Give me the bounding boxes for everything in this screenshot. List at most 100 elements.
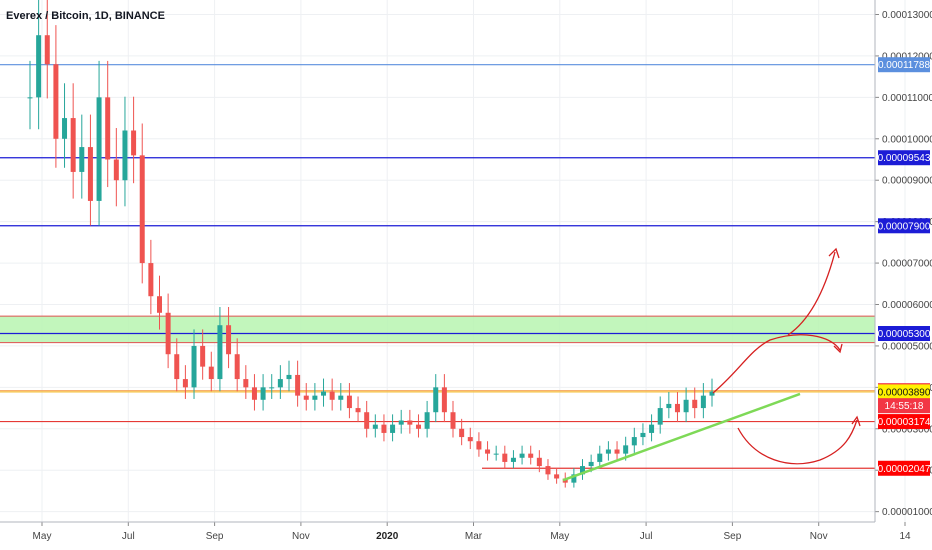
price-label-text: 0.00011788 — [878, 60, 931, 71]
candle-body — [36, 35, 42, 98]
candle-body — [251, 387, 257, 400]
candle-body — [450, 412, 456, 429]
candle-body — [217, 325, 223, 380]
y-tick-label: 0.00006000 — [882, 300, 932, 311]
y-tick-label: 0.00005000 — [882, 341, 932, 352]
candle-body — [208, 366, 214, 380]
y-tick-label: 0.00012000 — [882, 51, 932, 62]
price-label: 0.00007900 — [878, 218, 931, 234]
candles — [27, 0, 715, 488]
candle-body — [364, 412, 370, 429]
x-tick-label: 2020 — [376, 531, 399, 542]
candle-body — [485, 449, 491, 454]
candle-body — [346, 395, 352, 409]
price-label-bg — [878, 57, 930, 73]
candle-body — [174, 354, 180, 380]
candle-body — [519, 453, 525, 458]
candle-body — [467, 437, 473, 442]
candle-body — [605, 449, 611, 454]
candle-body — [148, 263, 154, 297]
candle-body — [683, 399, 689, 413]
countdown-text: 14:55:18 — [885, 401, 924, 412]
candle-body — [614, 449, 620, 454]
candle-body — [554, 474, 560, 479]
candle-body — [79, 147, 85, 172]
y-tick-label: 0.00009000 — [882, 176, 932, 187]
candle-body — [476, 441, 482, 450]
y-tick-label: 0.00003000 — [882, 424, 932, 435]
candle-body — [510, 457, 516, 462]
price-label-bg — [878, 460, 930, 476]
candle-body — [355, 408, 361, 413]
candle-body — [191, 345, 197, 388]
candle-body — [312, 395, 318, 400]
arrow-head-drop — [833, 343, 843, 354]
chart-title: Everex / Bitcoin, 1D, BINANCE — [6, 10, 165, 22]
candle-body — [433, 387, 439, 413]
y-tick-label: 0.00011000 — [882, 93, 932, 104]
candle-body — [226, 325, 232, 355]
zone-rect — [0, 316, 875, 343]
grid — [0, 0, 906, 522]
x-tick-label: Sep — [724, 531, 742, 542]
x-tick-label: Mar — [465, 531, 483, 542]
candle-body — [234, 354, 240, 380]
candle-body — [329, 391, 335, 400]
price-label-bg — [878, 414, 930, 430]
candle-body — [407, 420, 413, 425]
arrow-path-up — [787, 251, 836, 336]
candle-body — [303, 395, 309, 400]
x-tick-label: Sep — [206, 531, 224, 542]
candle-body — [113, 159, 119, 181]
price-label-text: 0.00003174 — [878, 417, 931, 428]
x-tick-label: Jul — [122, 531, 135, 542]
candle-body — [700, 395, 706, 409]
candle-body — [441, 387, 447, 413]
candle-body — [390, 424, 396, 433]
candle-body — [260, 387, 266, 400]
candle-body — [165, 312, 171, 355]
x-tick-label: May — [550, 531, 569, 542]
arrow-head-up — [828, 247, 840, 259]
candle-body — [182, 379, 188, 388]
x-tick-label: Nov — [292, 531, 310, 542]
arrow-path-drop — [712, 334, 841, 394]
candle-body — [588, 461, 594, 467]
candle-body — [580, 466, 586, 475]
candle-body — [640, 432, 646, 438]
price-label: 0.00003890 — [878, 384, 931, 400]
price-label: 0.00003174 — [878, 414, 931, 430]
y-tick-label: 0.00010000 — [882, 134, 932, 145]
candle-body — [139, 155, 145, 264]
y-tick-label: 0.00001000 — [882, 507, 932, 518]
candle-body — [545, 466, 551, 475]
x-tick-label: Nov — [810, 531, 828, 542]
price-label-bg — [878, 384, 930, 400]
candle-body — [536, 457, 542, 467]
candle-body — [709, 391, 715, 396]
x-tick-label: 14 — [899, 531, 911, 542]
countdown-bg — [878, 398, 930, 414]
candle-body — [571, 474, 577, 483]
candle-body — [493, 453, 499, 455]
trendline — [562, 392, 801, 482]
price-label: 0.00005300 — [878, 326, 931, 341]
candle-body — [415, 424, 421, 429]
price-label: 0.00002047 — [878, 460, 931, 476]
candle-body — [381, 424, 387, 433]
candle-body — [87, 147, 93, 201]
highlight-zone — [0, 315, 875, 344]
price-label-text: 0.00003890 — [878, 387, 931, 398]
drawings — [562, 247, 861, 482]
candle-body — [277, 379, 283, 388]
price-label-bg — [878, 326, 930, 341]
candle-body — [243, 379, 249, 388]
candle-body — [692, 399, 698, 409]
candle-body — [674, 403, 680, 413]
candle-body — [459, 428, 465, 438]
candle-body — [424, 412, 430, 429]
candle-body — [122, 130, 128, 181]
